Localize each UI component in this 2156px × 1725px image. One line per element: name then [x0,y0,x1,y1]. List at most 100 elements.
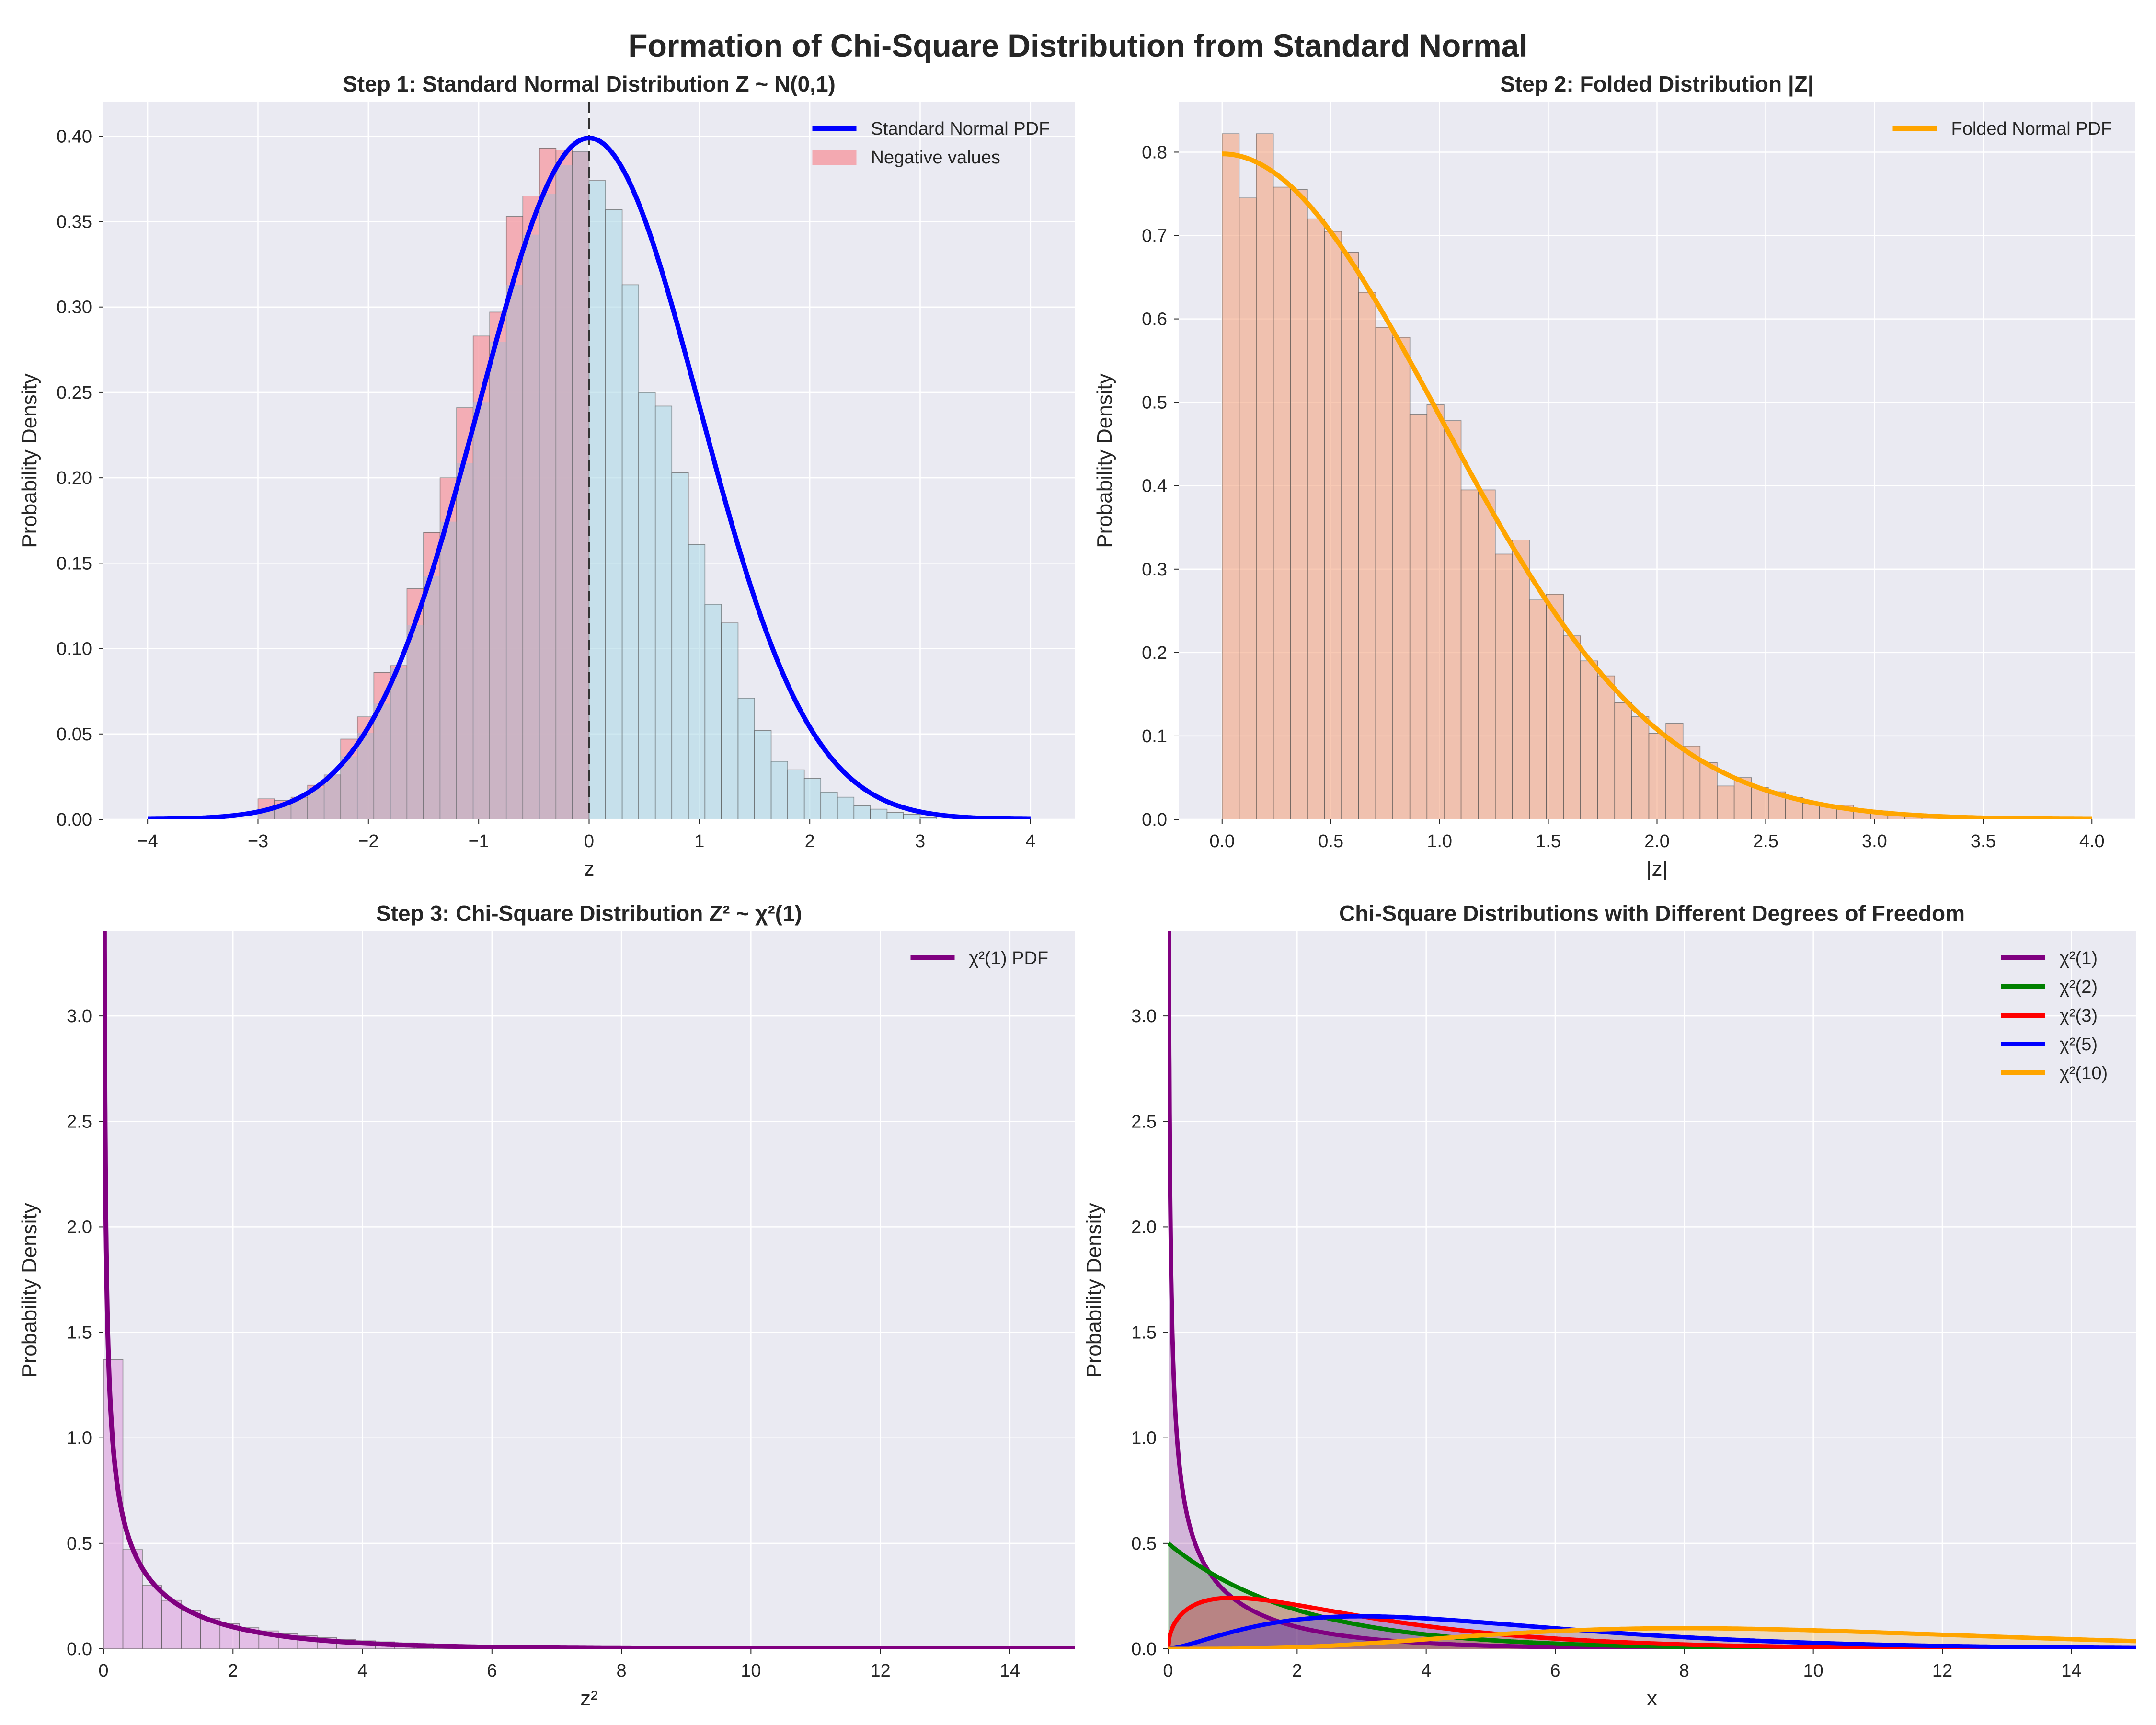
y-tick-label: 0.0 [1142,810,1167,830]
histogram-bar [1563,635,1581,819]
y-tick-label: 0.0 [67,1639,92,1659]
y-tick-label: 1.5 [67,1323,92,1343]
x-tick-label: 6 [1550,1661,1560,1681]
panels: −4 −3 −2 −1 0 1 2 3 40.000.050.100.150.200.250.3… [18,71,2136,1710]
legend-label: χ²(3) [2060,1006,2098,1026]
x-tick-label: 0 [584,831,594,851]
legend-label: Folded Normal PDF [1951,119,2112,139]
series-fill [1168,1543,2136,1649]
x-tick-label: 14 [1000,1661,1020,1681]
x-tick-label: 10 [741,1661,761,1681]
tick-labels: 0 2 4 6 8 10 12 14 0.0 0.5 1.0 1.5 2.0 2.5 3.0 [1131,1006,2081,1681]
y-tick-label: 0.5 [67,1534,92,1554]
histogram-bar [1546,594,1564,819]
histogram-bar [721,622,739,819]
histogram-bar [886,812,904,819]
histogram-bar [638,392,656,819]
histogram-bar [837,796,855,819]
x-tick-label: −1 [468,831,489,851]
histogram [1221,133,1974,819]
histogram-bar [1409,414,1428,819]
histogram-bar [1239,197,1257,819]
y-tick-label: 3.0 [1131,1006,1157,1026]
y-tick-label: 0.5 [1142,393,1167,413]
y-axis-label: Probability Density [1093,373,1116,548]
negative-overlap-bar [407,625,424,819]
negative-overlap-bar [556,165,573,819]
plot-content [147,102,1032,819]
x-tick-label: −3 [248,831,268,851]
y-tick-label: 0.7 [1142,226,1167,246]
negative-overlap-bar [390,667,407,819]
x-tick-label: 1.5 [1536,831,1561,851]
panel-title: Step 2: Folded Distribution |Z| [1500,71,1813,96]
x-tick-label: 2 [1292,1661,1302,1681]
x-tick-label: 1.0 [1427,831,1452,851]
histogram-bar [737,698,755,819]
histogram-bar [103,1359,124,1649]
negative-overlap-bar [490,342,506,819]
y-tick-label: 3.0 [67,1006,92,1026]
y-tick-label: 0.30 [57,298,92,318]
y-tick-label: 0.5 [1131,1534,1157,1554]
histogram-bar [1614,702,1632,819]
histogram-bar [1529,599,1547,819]
x-tick-label: 4 [1421,1661,1431,1681]
panel-p1: −4 −3 −2 −1 0 1 2 3 4 0.00 0.05 0.10 0.15 0.20 0.25 0.3… [18,71,1075,881]
panel-p2: 0.0 0.5 1.0 1.5 2.0 2.5 3.0 3.5 4.0 0.0 0.1 0.2 0.3 0… [1093,71,2135,881]
plot-area [1168,932,2136,1649]
legend: Standard Normal PDF Negative values [812,119,1050,168]
negative-overlap-bar [423,576,440,819]
y-tick-label: 0.10 [57,639,92,659]
negative-overlap-bar [324,775,341,819]
x-tick-label: 0.5 [1318,831,1343,851]
series-fill [1168,1598,2136,1649]
y-tick-label: 0.2 [1142,643,1167,663]
y-tick-label: 0.15 [57,553,92,574]
pdf-curve [1221,151,2093,819]
histogram-bar [754,730,772,819]
y-tick-label: 0.4 [1142,476,1167,496]
y-axis-label: Probability Density [18,1203,41,1377]
legend-label: χ²(1) [2060,948,2098,968]
histogram-bar [1478,489,1496,819]
histogram-bar [1699,762,1718,819]
histogram-bar [1221,133,1240,819]
x-tick-label: 4.0 [2079,831,2105,851]
pdf-curve [147,136,1032,819]
y-tick-label: 0.8 [1142,142,1167,162]
histogram-bar [1290,189,1308,819]
x-tick-label: 8 [1679,1661,1689,1681]
histogram [257,148,937,819]
negative-overlap-bar [506,285,523,819]
tick-labels: 0 2 4 6 8 10 12 14 0.0 0.5 1.0 1.5 2.0 2.5 3.0 [67,1006,1020,1681]
y-tick-label: 2.0 [1131,1217,1157,1237]
x-tick-label: −4 [137,831,158,851]
histogram-bar [671,472,689,819]
histogram-bar [1324,231,1342,819]
x-tick-label: 12 [870,1661,890,1681]
histogram-bar [903,814,921,819]
negative-overlap-bar [357,733,374,819]
legend-swatch [812,150,857,165]
plot-content [1221,133,2093,819]
x-axis-label: z² [580,1687,598,1710]
y-tick-label: 0.3 [1142,560,1167,580]
y-tick-label: 2.5 [1131,1112,1157,1132]
y-tick-label: 0.40 [57,126,92,147]
histogram-bar [820,792,838,819]
x-tick-label: 0.0 [1209,831,1235,851]
y-tick-label: 1.5 [1131,1323,1157,1343]
legend-label: χ²(2) [2060,977,2098,997]
negative-overlap-bar [572,151,589,819]
y-tick-label: 0.35 [57,212,92,232]
x-axis-label: x [1647,1687,1657,1710]
histogram-bar [588,180,606,819]
legend-label: χ²(10) [2060,1063,2108,1083]
panel-title: Chi-Square Distributions with Different … [1339,901,1965,926]
x-axis-label: |z| [1646,857,1668,881]
histogram-bar [704,604,722,819]
histogram-bar [870,808,888,819]
x-tick-label: 10 [1803,1661,1823,1681]
